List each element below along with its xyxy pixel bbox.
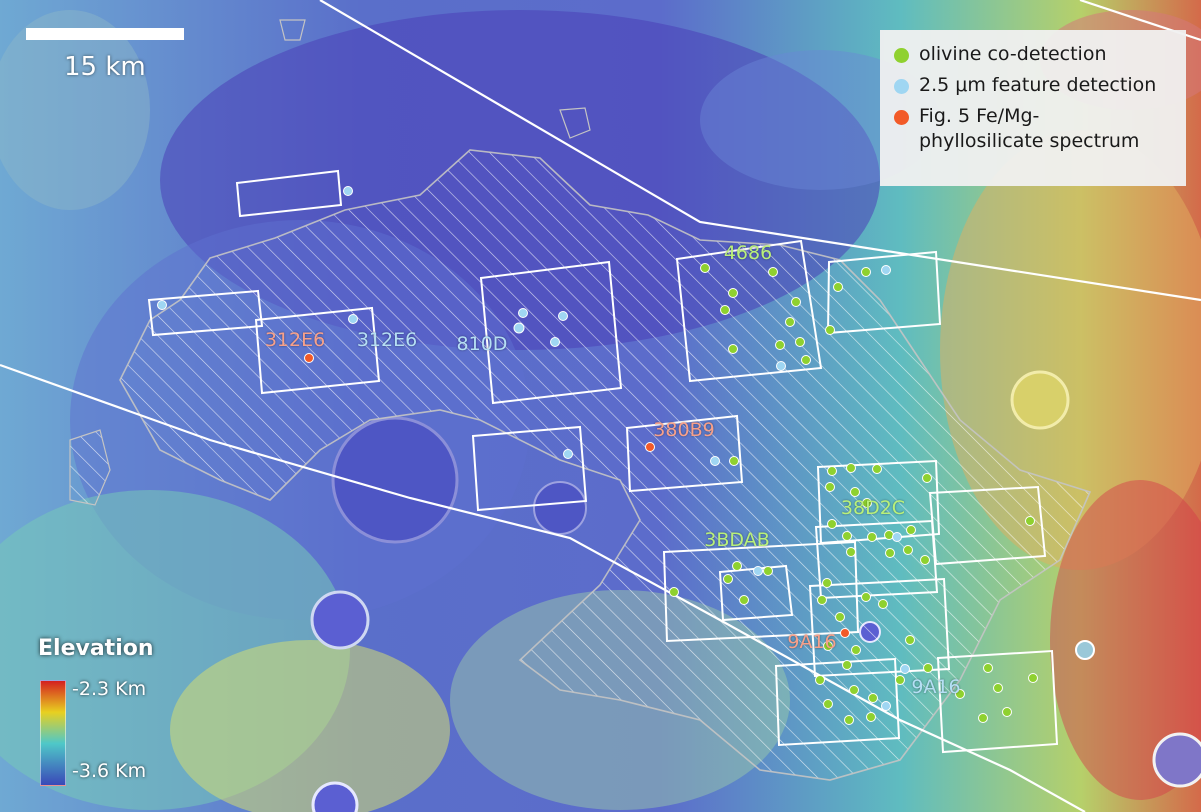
geologic-unit-outline bbox=[69, 19, 1092, 781]
elevation-min-label: -3.6 Km bbox=[72, 760, 147, 782]
map-legend: olivine co-detection 2.5 μm feature dete… bbox=[880, 30, 1186, 186]
olivine-co-detection-points bbox=[669, 263, 1038, 725]
olivine-marker-icon bbox=[894, 48, 909, 63]
footprint-label-4686: 4686 bbox=[723, 242, 773, 264]
phyllosilicate-marker-icon bbox=[894, 110, 909, 125]
footprint-label-9a16-blue: 9A16 bbox=[911, 676, 961, 698]
feature-marker-icon bbox=[894, 79, 909, 94]
scale-bar-label: 15 km bbox=[64, 52, 146, 82]
scale-bar bbox=[26, 28, 184, 40]
elevation-colorbar bbox=[40, 680, 66, 786]
crater-features bbox=[310, 370, 1201, 812]
elevation-title: Elevation bbox=[38, 636, 154, 661]
phyllosilicate-spectrum-points bbox=[304, 353, 850, 638]
footprint-label-3bdab: 3BDAB bbox=[704, 529, 770, 551]
footprint-label-312e6-red: 312E6 bbox=[264, 329, 326, 351]
legend-label: Fig. 5 Fe/Mg- phyllosilicate spectrum bbox=[919, 105, 1140, 152]
footprint-label-9a16-red: 9A16 bbox=[787, 631, 837, 653]
feature-2-5um-points bbox=[157, 186, 910, 711]
legend-item-olivine: olivine co-detection bbox=[894, 42, 1176, 67]
legend-item-phyllosilicate: Fig. 5 Fe/Mg- phyllosilicate spectrum bbox=[894, 104, 1176, 154]
legend-label: 2.5 μm feature detection bbox=[919, 74, 1157, 96]
footprint-label-380b9: 380B9 bbox=[653, 419, 715, 441]
footprint-label-38d2c: 38D2C bbox=[840, 497, 906, 519]
legend-label: olivine co-detection bbox=[919, 43, 1107, 65]
footprint-label-312e6-blue: 312E6 bbox=[356, 329, 418, 351]
footprint-label-810d: 810D bbox=[456, 333, 508, 355]
legend-item-2-5um: 2.5 μm feature detection bbox=[894, 73, 1176, 98]
elevation-max-label: -2.3 Km bbox=[72, 678, 147, 700]
